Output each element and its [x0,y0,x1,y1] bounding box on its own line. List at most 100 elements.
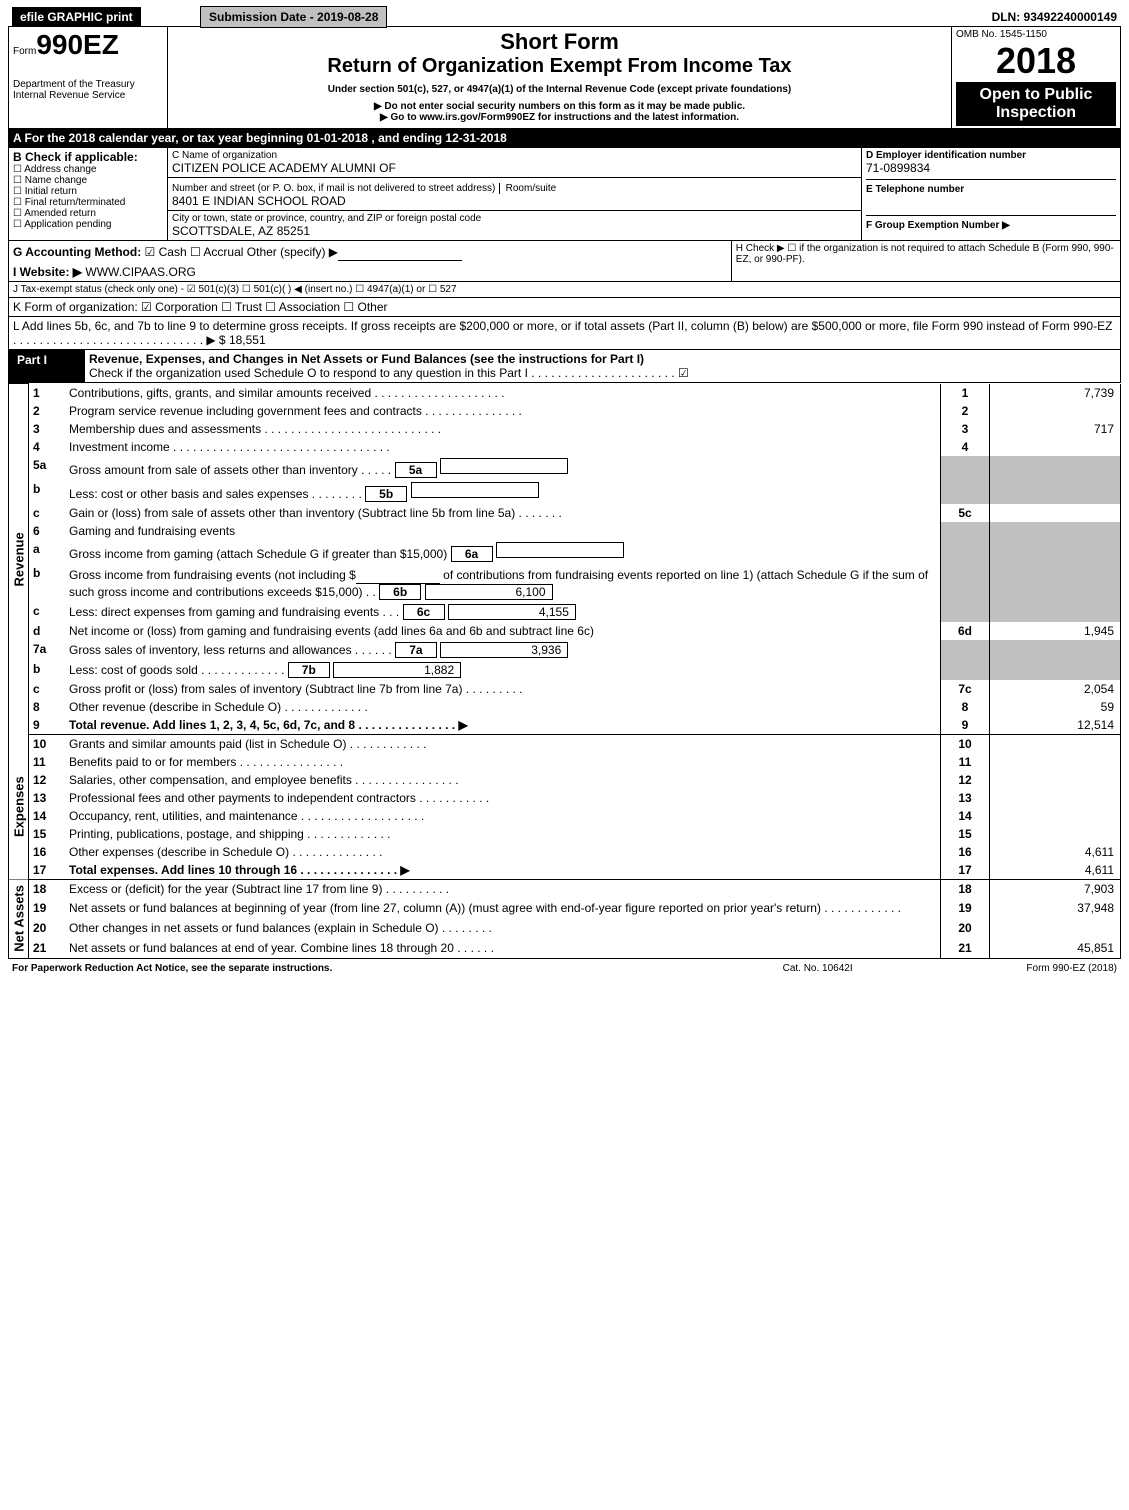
opt-address-change[interactable]: Address change [24,164,96,175]
line-3-num: 3 [29,420,66,438]
city-label: City or town, state or province, country… [172,213,857,224]
line-10-val [990,734,1121,753]
room-label: Room/suite [499,183,557,194]
line-20-box: 20 [941,919,990,939]
line-13-num: 13 [29,789,66,807]
opt-final-return[interactable]: Final return/terminated [25,197,126,208]
line-7b-val [990,660,1121,680]
part1-heading: Revenue, Expenses, and Changes in Net As… [89,352,644,366]
line-10-text: Grants and similar amounts paid (list in… [65,734,941,753]
line-17-num: 17 [29,861,66,880]
box-f-label: F Group Exemption Number ▶ [866,215,1116,231]
line-6b-num: b [29,564,66,602]
box-h: H Check ▶ ☐ if the organization is not r… [731,241,1120,282]
line-6c-text: Less: direct expenses from gaming and fu… [69,605,399,619]
line-14-text: Occupancy, rent, utilities, and maintena… [65,807,941,825]
line-19-box: 19 [941,899,990,919]
website[interactable]: WWW.CIPAAS.ORG [85,265,195,279]
section-a: A For the 2018 calendar year, or tax yea… [8,129,1121,148]
form-header: Form990EZ Department of the Treasury Int… [8,26,1121,129]
org-name: CITIZEN POLICE ACADEMY ALUMNI OF [172,161,857,175]
opt-cash[interactable]: Cash [159,245,187,259]
line-16-val: 4,611 [990,843,1121,861]
line-11-text: Benefits paid to or for members . . . . … [65,753,941,771]
opt-amended-return[interactable]: Amended return [24,208,96,219]
line-7b-text: Less: cost of goods sold . . . . . . . .… [69,663,284,677]
line-7a-sv: 3,936 [440,642,568,658]
footer: For Paperwork Reduction Act Notice, see … [8,961,1121,976]
line-18-box: 18 [941,879,990,899]
line-6a-sv [496,542,624,558]
opt-other[interactable]: Other (specify) ▶ [247,245,338,259]
line-10-num: 10 [29,734,66,753]
line-1-text: Contributions, gifts, grants, and simila… [65,384,941,402]
part1-subheading: Check if the organization used Schedule … [89,366,689,380]
line-18-num: 18 [29,879,66,899]
form-number: 990EZ [36,29,119,60]
opt-application-pending[interactable]: Application pending [24,219,111,230]
line-5c-num: c [29,504,66,522]
form-title: Return of Organization Exempt From Incom… [172,55,947,78]
opt-accrual[interactable]: Accrual [203,245,243,259]
line-3-val: 717 [990,420,1121,438]
line-21-val: 45,851 [990,939,1121,959]
line-8-box: 8 [941,698,990,716]
line-21-box: 21 [941,939,990,959]
line-5b-text: Less: cost or other basis and sales expe… [69,487,362,501]
line-5a-num: 5a [29,456,66,480]
line-10-box: 10 [941,734,990,753]
line-7a-sub: 7a [395,642,437,658]
short-form: Short Form [172,29,947,55]
box-d-label: D Employer identification number [866,150,1116,161]
6b-input[interactable] [356,566,440,584]
line-6c-sv: 4,155 [448,604,576,620]
part1-header: Part I Revenue, Expenses, and Changes in… [8,350,1121,383]
line-9-num: 9 [29,716,66,735]
tax-year: 2018 [956,40,1116,82]
line-13-text: Professional fees and other payments to … [65,789,941,807]
line2: ▶ Do not enter social security numbers o… [172,101,947,112]
line-7a-box [941,640,990,660]
line-17-box: 17 [941,861,990,880]
line-13-box: 13 [941,789,990,807]
form-word: Form [13,46,36,57]
line-5a-text: Gross amount from sale of assets other t… [69,463,391,477]
line-6a-box [941,540,990,564]
line-6d-num: d [29,622,66,640]
line-4-text: Investment income . . . . . . . . . . . … [65,438,941,456]
line-5c-text: Gain or (loss) from sale of assets other… [65,504,941,522]
submission-date: Submission Date - 2019-08-28 [200,6,387,28]
subtitle: Under section 501(c), 527, or 4947(a)(1)… [172,84,947,95]
line-7b-sv: 1,882 [333,662,461,678]
open-inspection: Open to Public Inspection [956,82,1116,126]
line-6c-num: c [29,602,66,622]
opt-initial-return[interactable]: Initial return [25,186,77,197]
dept: Department of the Treasury [13,79,163,90]
line-6a-text: Gross income from gaming (attach Schedul… [69,547,447,561]
line-7b-num: b [29,660,66,680]
efile-btn[interactable]: efile GRAPHIC print [12,7,141,27]
line-5a-box [941,456,990,480]
street-label: Number and street (or P. O. box, if mail… [172,183,495,194]
part1-title: Part I [9,350,86,383]
other-specify-input[interactable] [338,243,462,261]
line-7a-val [990,640,1121,660]
line-3-text: Membership dues and assessments . . . . … [65,420,941,438]
line-17-text: Total expenses. Add lines 10 through 16 … [65,861,941,880]
line-6-val [990,522,1121,540]
line-5b-sub: 5b [365,486,407,502]
line-2-num: 2 [29,402,66,420]
line-6a-sub: 6a [451,546,493,562]
line-6b-sv: 6,100 [425,584,553,600]
netassets-tab: Net Assets [9,879,29,959]
city: SCOTTSDALE, AZ 85251 [172,224,857,238]
line-6d-text: Net income or (loss) from gaming and fun… [65,622,941,640]
footer-left: For Paperwork Reduction Act Notice, see … [8,961,732,976]
opt-name-change[interactable]: Name change [25,175,87,186]
line-19-num: 19 [29,899,66,919]
line-6c-sub: 6c [403,604,445,620]
line-6-text: Gaming and fundraising events [65,522,941,540]
line-5b-sv [411,482,539,498]
line-8-val: 59 [990,698,1121,716]
line-6d-val: 1,945 [990,622,1121,640]
